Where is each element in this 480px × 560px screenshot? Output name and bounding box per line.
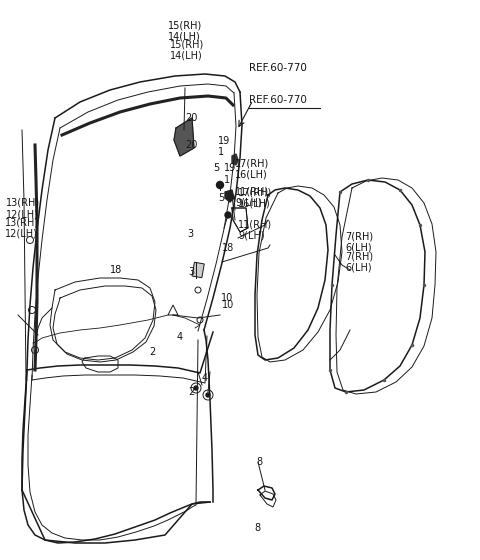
Text: 7(RH)
6(LH): 7(RH) 6(LH) <box>345 251 373 273</box>
Text: 3: 3 <box>188 267 194 277</box>
Circle shape <box>194 386 198 390</box>
Text: 19: 19 <box>224 163 236 173</box>
Text: 13(RH)
12(LH): 13(RH) 12(LH) <box>5 217 39 239</box>
Text: 2: 2 <box>188 387 194 397</box>
Text: 13(RH)
12(LH): 13(RH) 12(LH) <box>6 198 40 219</box>
Text: 5: 5 <box>214 163 220 173</box>
Text: 5: 5 <box>218 193 224 203</box>
Text: 18: 18 <box>110 265 123 275</box>
Text: REF.60-770: REF.60-770 <box>249 63 307 73</box>
Polygon shape <box>232 154 238 165</box>
Text: 11(RH)
9(LH): 11(RH) 9(LH) <box>238 219 272 241</box>
Text: 19: 19 <box>218 136 231 146</box>
Text: 4: 4 <box>202 373 208 383</box>
Text: 7(RH)
6(LH): 7(RH) 6(LH) <box>346 231 374 253</box>
Polygon shape <box>225 190 234 202</box>
Text: 3: 3 <box>187 229 193 239</box>
Text: 10: 10 <box>222 300 234 310</box>
Text: 8: 8 <box>254 522 261 533</box>
Text: 2: 2 <box>149 347 155 357</box>
Circle shape <box>225 212 231 218</box>
Text: 15(RH)
14(LH): 15(RH) 14(LH) <box>168 20 202 41</box>
Text: 15(RH)
14(LH): 15(RH) 14(LH) <box>170 39 204 61</box>
Text: 1: 1 <box>224 175 230 185</box>
Text: 20: 20 <box>185 140 197 150</box>
Text: 4: 4 <box>177 332 183 342</box>
Text: 20: 20 <box>185 113 197 123</box>
Text: 17(RH)
16(LH): 17(RH) 16(LH) <box>235 158 269 180</box>
Text: REF.60-770: REF.60-770 <box>249 95 307 105</box>
Text: 18: 18 <box>222 243 234 253</box>
Bar <box>192 262 204 278</box>
Text: 8: 8 <box>256 457 262 467</box>
Polygon shape <box>174 118 194 156</box>
Circle shape <box>216 181 224 189</box>
Circle shape <box>206 393 210 397</box>
Polygon shape <box>232 208 248 232</box>
Text: 11(RH)
9(LH): 11(RH) 9(LH) <box>235 186 269 208</box>
Text: 1: 1 <box>218 147 225 157</box>
Text: 17(RH)
16(LH): 17(RH) 16(LH) <box>238 187 272 209</box>
Text: 10: 10 <box>221 293 233 303</box>
